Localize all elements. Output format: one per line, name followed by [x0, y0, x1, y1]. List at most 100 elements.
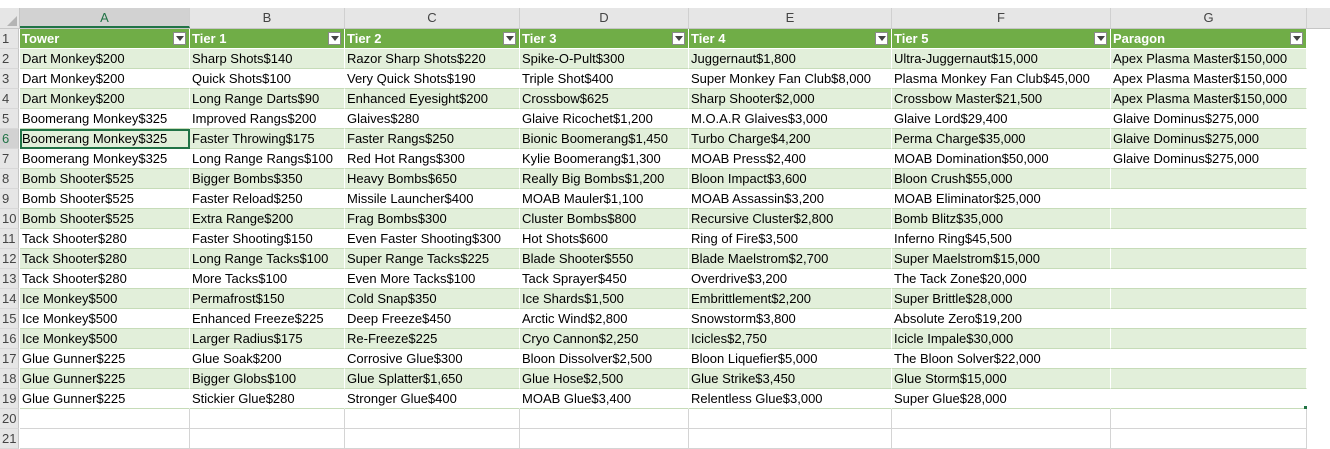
table-cell[interactable]: Super Range Tacks$225	[345, 249, 520, 269]
table-cell[interactable]	[1111, 249, 1307, 269]
table-cell[interactable]: Recursive Cluster$2,800	[689, 209, 892, 229]
table-cell[interactable]: Red Hot Rangs$300	[345, 149, 520, 169]
table-cell[interactable]	[892, 429, 1111, 449]
table-cell[interactable]: Long Range Darts$90	[190, 89, 345, 109]
header-cell[interactable]: Tier 4	[689, 29, 892, 49]
row-header-19[interactable]: 19	[0, 389, 19, 409]
row-header-8[interactable]: 8	[0, 169, 19, 189]
table-cell[interactable]: Long Range Rangs$100	[190, 149, 345, 169]
table-cell[interactable]: Hot Shots$600	[520, 229, 689, 249]
table-cell[interactable]: Re-Freeze$225	[345, 329, 520, 349]
table-cell[interactable]: Ice Monkey$500	[20, 289, 190, 309]
table-cell[interactable]	[1111, 309, 1307, 329]
table-cell[interactable]: MOAB Mauler$1,100	[520, 189, 689, 209]
column-header-a[interactable]: A	[20, 8, 190, 28]
table-cell[interactable]: Glaive Lord$29,400	[892, 109, 1111, 129]
table-cell[interactable]: Faster Reload$250	[190, 189, 345, 209]
table-resize-handle[interactable]	[1304, 406, 1307, 409]
table-cell[interactable]: More Tacks$100	[190, 269, 345, 289]
table-cell[interactable]: Ice Monkey$500	[20, 329, 190, 349]
table-cell[interactable]: Cold Snap$350	[345, 289, 520, 309]
table-cell[interactable]: Icicles$2,750	[689, 329, 892, 349]
header-cell[interactable]: Tower	[20, 29, 190, 49]
table-cell[interactable]: Spike-O-Pult$300	[520, 49, 689, 69]
table-cell[interactable]: Dart Monkey$200	[20, 89, 190, 109]
table-cell[interactable]: Glaive Ricochet$1,200	[520, 109, 689, 129]
table-cell[interactable]: Stickier Glue$280	[190, 389, 345, 409]
row-header-9[interactable]: 9	[0, 189, 19, 209]
table-cell[interactable]	[345, 429, 520, 449]
table-cell[interactable]: Stronger Glue$400	[345, 389, 520, 409]
filter-dropdown-button[interactable]	[503, 32, 516, 45]
row-header-4[interactable]: 4	[0, 89, 19, 109]
table-cell[interactable]: Relentless Glue$3,000	[689, 389, 892, 409]
table-cell[interactable]: Juggernaut$1,800	[689, 49, 892, 69]
table-cell[interactable]: Corrosive Glue$300	[345, 349, 520, 369]
table-cell[interactable]	[190, 409, 345, 429]
table-cell[interactable]	[1111, 269, 1307, 289]
table-cell[interactable]	[520, 429, 689, 449]
header-cell[interactable]: Tier 5	[892, 29, 1111, 49]
table-cell[interactable]: Super Monkey Fan Club$8,000	[689, 69, 892, 89]
table-cell[interactable]: Sharp Shooter$2,000	[689, 89, 892, 109]
table-cell[interactable]: Boomerang Monkey$325	[20, 109, 190, 129]
table-cell[interactable]	[20, 409, 190, 429]
table-cell[interactable]: Arctic Wind$2,800	[520, 309, 689, 329]
filter-dropdown-button[interactable]	[875, 32, 888, 45]
table-cell[interactable]	[345, 409, 520, 429]
table-cell[interactable]: M.O.A.R Glaives$3,000	[689, 109, 892, 129]
table-cell[interactable]: Frag Bombs$300	[345, 209, 520, 229]
table-cell[interactable]: Tack Shooter$280	[20, 229, 190, 249]
row-header-13[interactable]: 13	[0, 269, 19, 289]
table-cell[interactable]: Permafrost$150	[190, 289, 345, 309]
column-header-g[interactable]: G	[1111, 8, 1307, 28]
header-cell[interactable]: Tier 1	[190, 29, 345, 49]
header-cell[interactable]: Tier 2	[345, 29, 520, 49]
table-cell[interactable]: Icicle Impale$30,000	[892, 329, 1111, 349]
row-header-5[interactable]: 5	[0, 109, 19, 129]
filter-dropdown-button[interactable]	[672, 32, 685, 45]
row-header-2[interactable]: 2	[0, 49, 19, 69]
table-cell[interactable]: Kylie Boomerang$1,300	[520, 149, 689, 169]
table-cell[interactable]	[1111, 189, 1307, 209]
table-cell[interactable]: MOAB Press$2,400	[689, 149, 892, 169]
table-cell[interactable]: Glaive Dominus$275,000	[1111, 129, 1307, 149]
table-cell[interactable]: Bloon Impact$3,600	[689, 169, 892, 189]
table-cell[interactable]: Plasma Monkey Fan Club$45,000	[892, 69, 1111, 89]
table-cell[interactable]	[20, 429, 190, 449]
table-cell[interactable]: Glaive Dominus$275,000	[1111, 149, 1307, 169]
filter-dropdown-button[interactable]	[1290, 32, 1303, 45]
table-cell[interactable]: Improved Rangs$200	[190, 109, 345, 129]
filter-dropdown-button[interactable]	[328, 32, 341, 45]
table-cell[interactable]: The Bloon Solver$22,000	[892, 349, 1111, 369]
row-header-17[interactable]: 17	[0, 349, 19, 369]
table-cell[interactable]: Bloon Crush$55,000	[892, 169, 1111, 189]
table-cell[interactable]	[1111, 349, 1307, 369]
table-cell[interactable]: Snowstorm$3,800	[689, 309, 892, 329]
table-cell[interactable]: Dart Monkey$200	[20, 49, 190, 69]
table-cell[interactable]: Bigger Globs$100	[190, 369, 345, 389]
row-header-20[interactable]: 20	[0, 409, 19, 429]
table-cell[interactable]: Super Glue$28,000	[892, 389, 1111, 409]
table-cell[interactable]: Glue Gunner$225	[20, 389, 190, 409]
table-cell[interactable]	[689, 409, 892, 429]
table-cell[interactable]: Absolute Zero$19,200	[892, 309, 1111, 329]
table-cell[interactable]	[190, 429, 345, 449]
row-header-7[interactable]: 7	[0, 149, 19, 169]
row-header-12[interactable]: 12	[0, 249, 19, 269]
table-cell[interactable]: Glue Gunner$225	[20, 369, 190, 389]
table-cell[interactable]: Enhanced Eyesight$200	[345, 89, 520, 109]
table-cell[interactable]: Faster Rangs$250	[345, 129, 520, 149]
select-all-button[interactable]	[0, 8, 20, 28]
header-cell[interactable]: Paragon	[1111, 29, 1307, 49]
table-cell[interactable]: Perma Charge$35,000	[892, 129, 1111, 149]
table-cell[interactable]: Overdrive$3,200	[689, 269, 892, 289]
table-cell[interactable]: Glue Soak$200	[190, 349, 345, 369]
column-header-b[interactable]: B	[190, 8, 345, 28]
table-cell[interactable]: Blade Maelstrom$2,700	[689, 249, 892, 269]
table-cell[interactable]: Ultra-Juggernaut$15,000	[892, 49, 1111, 69]
table-cell[interactable]	[1111, 409, 1307, 429]
table-cell[interactable]: Faster Shooting$150	[190, 229, 345, 249]
table-cell[interactable]: Crossbow$625	[520, 89, 689, 109]
table-cell[interactable]: Tack Shooter$280	[20, 249, 190, 269]
